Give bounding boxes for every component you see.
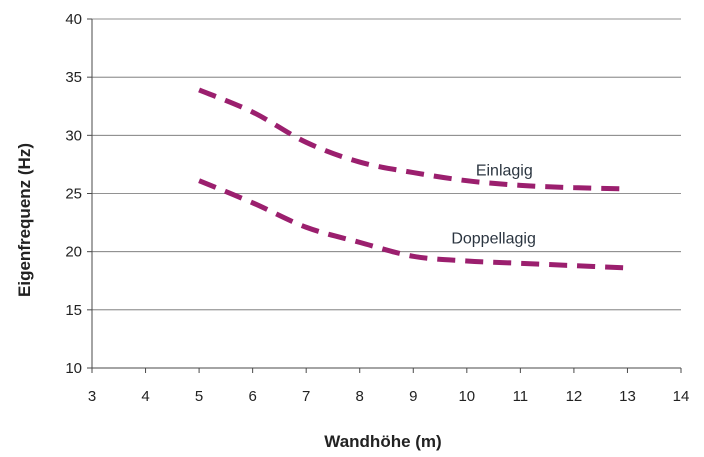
y-axis-title: Eigenfrequenz (Hz)	[15, 143, 34, 297]
series-label-einlagig: Einlagig	[476, 162, 533, 179]
x-tick-label-6: 6	[248, 388, 256, 405]
y-tick-label-20: 20	[65, 244, 82, 261]
series-lines	[197, 87, 630, 270]
x-tick-label-10: 10	[458, 388, 475, 405]
x-tick-label-11: 11	[513, 388, 529, 405]
series-label-doppellagig: Doppellagig	[451, 230, 536, 247]
x-tick-label-3: 3	[88, 388, 96, 405]
tick-labels: 10 15 20 25 30 35 40 3 4 5 6 7 8 9 10 11 12 13 14	[65, 11, 689, 405]
x-axis-title: Wandhöhe (m)	[324, 432, 441, 451]
x-tick-label-7: 7	[302, 388, 310, 405]
axes	[87, 19, 681, 373]
x-tick-label-14: 14	[673, 388, 690, 405]
y-tick-label-30: 30	[65, 127, 82, 144]
x-tick-label-12: 12	[566, 388, 583, 405]
y-tick-label-15: 15	[65, 302, 82, 319]
x-tick-label-8: 8	[356, 388, 364, 405]
y-tick-label-35: 35	[65, 69, 82, 86]
y-tick-label-40: 40	[65, 11, 82, 28]
series-labels: Einlagig Doppellagig	[451, 162, 536, 247]
y-tick-label-25: 25	[65, 186, 82, 203]
x-tick-label-9: 9	[409, 388, 417, 405]
x-tick-label-13: 13	[619, 388, 636, 405]
x-tick-label-5: 5	[195, 388, 203, 405]
x-tick-label-4: 4	[141, 388, 149, 405]
y-tick-label-10: 10	[65, 360, 82, 377]
